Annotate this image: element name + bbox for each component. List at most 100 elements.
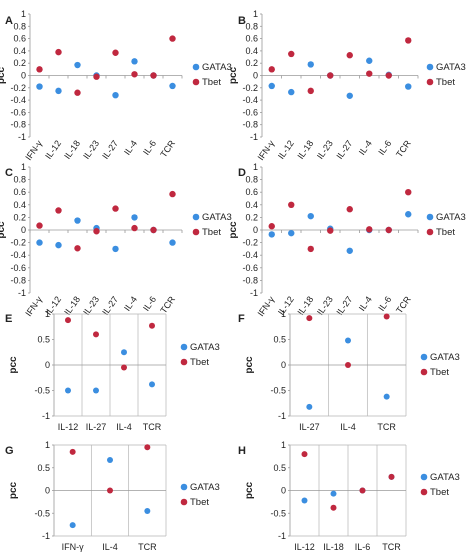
data-point-gata3 [74,61,81,69]
legend: GATA3 Tbet [192,62,232,88]
series-gata3 [306,337,390,410]
data-point-tbet [288,201,295,208]
y-tick-label: 0.4 [13,200,26,210]
x-tick-label: IL-23 [315,294,335,317]
data-point-gata3 [36,83,43,90]
legend-marker [192,228,200,236]
legend-label: GATA3 [436,212,466,223]
legend-marker [192,213,200,221]
y-tick-label: -0.8 [242,120,258,130]
data-point-tbet [346,52,353,59]
data-point-tbet [388,473,395,480]
data-point-tbet [144,444,151,451]
y-tick-label: 0.8 [245,21,258,31]
y-tick-label: -1 [278,531,286,541]
y-tick-label: 0 [281,486,286,496]
data-point-tbet [383,313,390,320]
data-point-gata3 [107,457,113,464]
legend-marker [180,498,188,506]
legend-marker [420,353,428,361]
data-point-tbet [169,35,176,42]
x-tick-label: TCR [377,422,396,432]
y-tick-label: 0 [281,360,286,370]
x-tick-label: IL-23 [81,294,101,317]
series-tbet [36,35,176,96]
legend-marker [420,368,428,376]
legend: GATA3 Tbet [180,482,220,508]
data-point-tbet [306,315,313,322]
data-point-tbet [69,448,76,455]
y-tick-label: 0 [21,71,26,81]
y-tick-label: -0.4 [242,250,258,260]
x-tick-label: IL-23 [315,138,335,161]
x-tick-label: IL-6 [355,542,371,552]
data-point-gata3 [55,87,62,95]
y-tick-label: 0.6 [245,187,258,197]
data-point-tbet [385,226,392,234]
legend-label: GATA3 [202,62,232,73]
data-point-tbet [366,226,373,233]
data-point-gata3 [169,82,176,90]
data-point-tbet [36,66,43,73]
data-point-gata3 [144,507,151,514]
series-gata3 [65,349,155,394]
legend-label: GATA3 [202,212,232,223]
y-tick-label: 0.2 [245,58,258,68]
data-point-gata3 [383,393,390,400]
legend-label: Tbet [436,77,455,88]
data-point-gata3 [55,241,62,249]
y-tick-label: 0.8 [13,21,26,31]
legend-marker [180,483,188,491]
data-point-tbet [112,205,119,212]
legend-marker [192,78,200,86]
x-tick-label: IL-6 [141,138,158,156]
legend-label: GATA3 [436,62,466,73]
y-tick-label: -0.4 [242,95,258,105]
data-point-tbet [345,362,351,368]
y-axis-label: pcc [228,221,239,239]
x-tick-label: IFN-γ [23,294,44,318]
data-point-tbet [346,206,353,213]
x-tick-label: IL-27 [100,294,120,317]
data-point-tbet [131,224,138,232]
series-gata3 [69,457,151,529]
y-tick-label: -0.4 [10,95,26,105]
data-point-gata3 [112,245,119,253]
series-tbet [65,317,155,371]
x-tick-label: IL-4 [116,422,132,432]
legend-label: Tbet [202,77,221,88]
y-tick-label: 0.4 [245,46,258,56]
y-tick-label: 0 [21,225,26,235]
x-tick-label: IL-6 [376,294,393,312]
data-point-gata3 [301,497,308,504]
y-tick-label: -0.2 [10,83,26,93]
data-point-gata3 [346,92,353,99]
legend-label: GATA3 [190,342,220,353]
y-tick-label: 1 [45,309,50,319]
data-point-tbet [268,223,275,230]
data-point-tbet [359,487,366,494]
data-point-gata3 [112,91,119,99]
y-tick-label: -0.5 [34,508,50,518]
data-point-gata3 [65,387,71,394]
y-tick-label: 1 [253,9,258,19]
data-point-tbet [330,504,337,511]
y-tick-label: 0.6 [13,187,26,197]
legend-label: GATA3 [430,352,460,363]
x-tick-label: IL-18 [62,294,82,317]
y-tick-label: -0.6 [242,263,258,273]
legend-marker [426,78,434,86]
x-tick-label: IL-18 [295,138,315,161]
data-point-tbet [74,89,81,96]
data-point-tbet [74,245,81,252]
x-tick-label: IL-4 [102,542,118,552]
legend-label: Tbet [430,487,449,498]
y-tick-label: -1 [250,132,258,142]
data-point-tbet [121,364,127,371]
y-tick-label: 0.2 [13,212,26,222]
y-tick-label: -0.4 [10,250,26,260]
